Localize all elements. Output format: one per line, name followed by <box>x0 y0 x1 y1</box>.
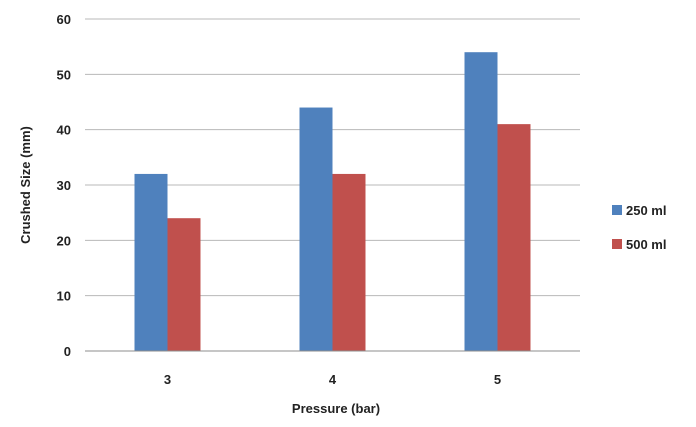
x-axis-title: Pressure (bar) <box>292 401 380 416</box>
bar-250-ml-4 <box>299 107 333 352</box>
bar-500-ml-5 <box>497 124 531 351</box>
legend-swatch <box>612 205 622 215</box>
y-tick-label: 0 <box>64 344 71 359</box>
x-axis-tick-labels: 3 4 5 <box>164 372 501 387</box>
y-tick-label: 50 <box>57 67 71 82</box>
bars <box>134 52 531 352</box>
legend-swatch <box>612 239 622 249</box>
y-tick-label: 10 <box>57 289 71 304</box>
y-tick-label: 30 <box>57 178 71 193</box>
x-tick-label: 5 <box>494 372 501 387</box>
bar-500-ml-4 <box>332 173 366 351</box>
x-tick-label: 4 <box>329 372 337 387</box>
y-axis-title: Crushed Size (mm) <box>18 126 33 244</box>
legend-label: 250 ml <box>626 203 666 218</box>
y-tick-label: 20 <box>57 233 71 248</box>
y-axis-tick-labels: 0 10 20 30 40 50 60 <box>57 12 71 359</box>
y-tick-label: 60 <box>57 12 71 27</box>
bar-250-ml-5 <box>464 52 498 351</box>
x-tick-label: 3 <box>164 372 171 387</box>
legend-label: 500 ml <box>626 237 666 252</box>
bar-250-ml-3 <box>134 173 168 351</box>
legend: 250 ml 500 ml <box>612 203 666 252</box>
bar-500-ml-3 <box>167 218 201 351</box>
y-tick-label: 40 <box>57 123 71 138</box>
